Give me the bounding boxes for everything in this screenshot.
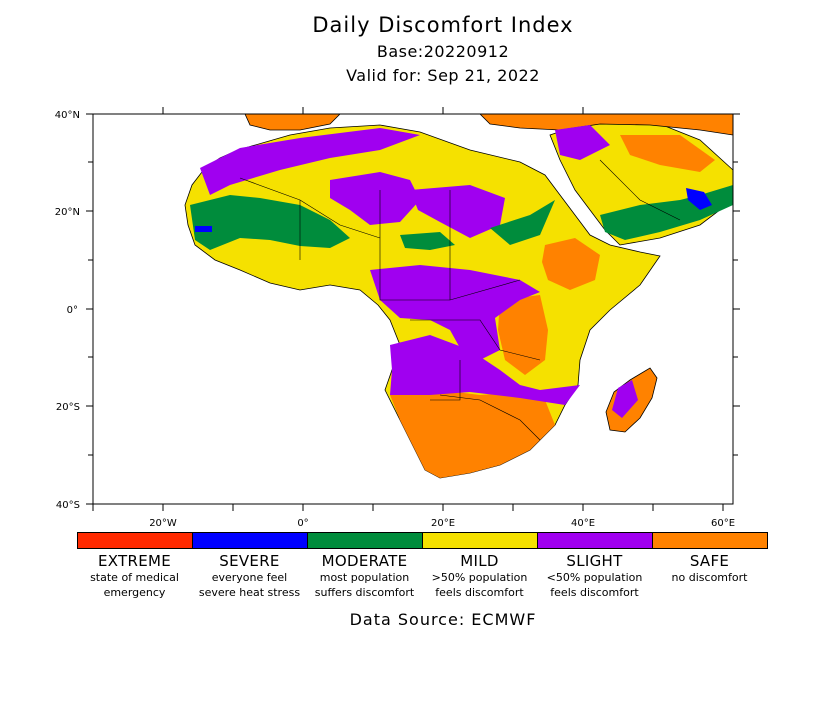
safe-regions — [390, 135, 715, 478]
legend-desc-moderate: most population suffers discomfort — [307, 570, 422, 600]
legend-desc-safe-line1: no discomfort — [671, 571, 748, 584]
lon-label-60e: 60°E — [711, 518, 735, 529]
legend-name-extreme: EXTREME — [97, 552, 172, 570]
legend-name-severe: SEVERE — [219, 552, 280, 570]
lat-ticks — [86, 113, 740, 505]
legend-desc-mild-line1: >50% population — [431, 571, 528, 584]
legend-desc-severe-line1: everyone feel — [211, 571, 288, 584]
data-source: Data Source: ECMWF — [349, 610, 537, 629]
europe-land — [244, 114, 341, 131]
legend-swatch-extreme — [77, 532, 193, 549]
lon-ticks — [92, 107, 724, 511]
europe-land-east — [479, 114, 733, 136]
legend-desc-safe: no discomfort — [652, 570, 767, 585]
lon-label-0: 0° — [297, 518, 308, 529]
legend-swatch-moderate — [307, 532, 423, 549]
base-date: Base:20220912 — [376, 42, 510, 61]
country-borders — [239, 159, 681, 441]
legend-desc-mild: >50% population feels discomfort — [422, 570, 537, 600]
map-title: Daily Discomfort Index — [312, 13, 574, 37]
legend-desc-slight: <50% population feels discomfort — [537, 570, 652, 600]
map-layer — [184, 114, 733, 479]
lat-label-40s: 40°S — [56, 500, 80, 511]
legend-name-slight: SLIGHT — [566, 552, 623, 570]
severe-regions — [195, 188, 712, 232]
legend-desc-mild-line2: feels discomfort — [435, 586, 524, 599]
lon-label-20w: 20°W — [149, 518, 177, 529]
legend-desc-extreme-line2: emergency — [103, 586, 166, 599]
legend-desc-slight-line1: <50% population — [546, 571, 643, 584]
lon-label-40e: 40°E — [571, 518, 595, 529]
legend-name-safe: SAFE — [689, 552, 730, 570]
lat-label-20n: 20°N — [55, 207, 80, 218]
legend-swatch-mild — [422, 532, 538, 549]
legend-swatch-slight — [537, 532, 653, 549]
legend-swatch-severe — [192, 532, 308, 549]
legend-desc-slight-line2: feels discomfort — [550, 586, 639, 599]
lat-label-40n: 40°N — [55, 110, 80, 121]
legend-desc-severe: everyone feel severe heat stress — [192, 570, 307, 600]
lat-label-20s: 20°S — [56, 402, 80, 413]
legend-desc-extreme: state of medical emergency — [77, 570, 192, 600]
legend-swatch-safe — [652, 532, 768, 549]
lon-label-20e: 20°E — [431, 518, 455, 529]
valid-date: Valid for: Sep 21, 2022 — [346, 66, 540, 85]
legend-name-mild: MILD — [460, 552, 499, 570]
lat-label-0: 0° — [67, 305, 78, 316]
slight-regions — [200, 125, 638, 418]
legend-name-moderate: MODERATE — [321, 552, 408, 570]
legend-desc-severe-line2: severe heat stress — [198, 586, 301, 599]
legend-desc-moderate-line1: most population — [319, 571, 410, 584]
legend-desc-extreme-line1: state of medical — [90, 571, 179, 584]
legend-desc-moderate-line2: suffers discomfort — [314, 586, 415, 599]
